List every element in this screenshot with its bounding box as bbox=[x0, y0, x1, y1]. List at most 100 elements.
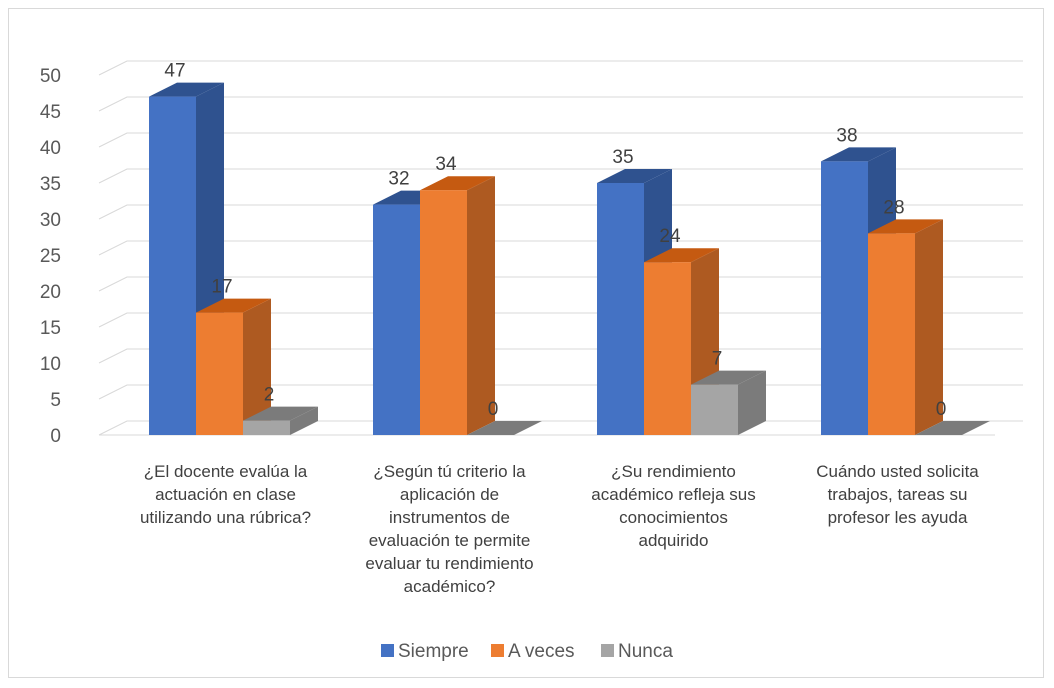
data-label: 0 bbox=[936, 399, 947, 420]
legend-label: Nunca bbox=[618, 641, 673, 662]
bar-side bbox=[290, 406, 318, 435]
legend-swatch bbox=[491, 644, 504, 657]
category-label-line: Cuándo usted solicita bbox=[816, 462, 979, 481]
gridline bbox=[98, 240, 1023, 256]
category-label-line: evaluar tu rendimiento bbox=[365, 554, 533, 573]
bar-top bbox=[691, 370, 766, 385]
legend-item: A veces bbox=[491, 641, 575, 662]
gridline bbox=[98, 312, 1023, 328]
data-label: 35 bbox=[612, 147, 633, 168]
legend-label: Siempre bbox=[398, 641, 469, 662]
bar-front bbox=[644, 262, 691, 435]
bar-a-veces bbox=[420, 176, 495, 435]
gridline bbox=[98, 276, 1023, 292]
category-label: Cuándo usted solicita trabajos, tareas su… bbox=[816, 462, 979, 527]
bar-top bbox=[149, 82, 224, 97]
data-label: 0 bbox=[488, 399, 499, 420]
category-label-line: ¿Su rendimiento bbox=[611, 462, 736, 481]
y-tick-label: 45 bbox=[40, 102, 61, 123]
data-label: 32 bbox=[388, 169, 409, 190]
gridline bbox=[98, 132, 1023, 148]
bar-top bbox=[467, 421, 542, 435]
bar-a-veces bbox=[644, 248, 719, 435]
bar-top bbox=[821, 147, 896, 162]
data-label: 38 bbox=[836, 125, 857, 146]
bar-a-veces bbox=[868, 219, 943, 435]
data-label: 47 bbox=[164, 61, 185, 82]
bar-front bbox=[691, 384, 738, 435]
bar-top bbox=[243, 406, 318, 421]
y-tick-label: 30 bbox=[40, 210, 61, 231]
bar-top bbox=[196, 298, 271, 313]
gridline bbox=[98, 204, 1023, 220]
bar-top bbox=[915, 421, 990, 435]
y-tick-label: 0 bbox=[50, 426, 61, 447]
category-label-line: ¿Según tú criterio la bbox=[373, 462, 526, 481]
bar-nunca bbox=[691, 370, 766, 435]
category-label: ¿Su rendimiento académico refleja sus cono… bbox=[591, 462, 755, 550]
gridline bbox=[98, 168, 1023, 184]
category-label-line: ¿El docente evalúa la bbox=[144, 462, 308, 481]
category-label: ¿Según tú criterio la aplicación de instru… bbox=[365, 462, 533, 596]
y-tick-label: 10 bbox=[40, 354, 61, 375]
bar-side bbox=[738, 370, 766, 435]
bars bbox=[149, 82, 990, 435]
category-label-line: actuación en clase bbox=[155, 485, 296, 504]
legend: Siempre A veces Nunca bbox=[381, 641, 673, 662]
bar-top bbox=[644, 248, 719, 263]
bar-top bbox=[868, 219, 943, 234]
gridline bbox=[98, 96, 1023, 112]
bar-front bbox=[196, 312, 243, 435]
bar-front bbox=[149, 96, 196, 435]
bar-nunca bbox=[243, 406, 318, 435]
legend-item: Siempre bbox=[381, 641, 469, 662]
bar-nunca bbox=[467, 421, 542, 435]
bar-front bbox=[868, 233, 915, 435]
y-tick-label: 40 bbox=[40, 138, 61, 159]
category-label-line: académico? bbox=[404, 577, 496, 596]
bar-top bbox=[597, 169, 672, 183]
bar-top bbox=[420, 176, 495, 191]
legend-label: A veces bbox=[508, 641, 575, 662]
category-label-line: utilizando una rúbrica? bbox=[140, 508, 311, 527]
bar-side bbox=[467, 176, 495, 435]
bar-side bbox=[915, 219, 943, 435]
data-label: 28 bbox=[883, 197, 904, 218]
legend-item: Nunca bbox=[601, 641, 673, 662]
legend-swatch bbox=[381, 644, 394, 657]
category-label-line: conocimientos bbox=[619, 508, 728, 527]
gridline bbox=[98, 60, 1023, 76]
data-labels: 47 17 2 32 34 0 35 24 7 38 28 0 bbox=[164, 61, 946, 420]
data-label: 24 bbox=[659, 226, 681, 247]
category-label-line: profesor les ayuda bbox=[828, 508, 968, 527]
y-tick-label: 5 bbox=[50, 390, 61, 411]
legend-swatch bbox=[601, 644, 614, 657]
category-label-line: aplicación de bbox=[400, 485, 499, 504]
data-label: 2 bbox=[264, 385, 275, 406]
y-tick-label: 20 bbox=[40, 282, 61, 303]
data-label: 17 bbox=[211, 277, 232, 298]
gridline bbox=[98, 348, 1023, 364]
data-label: 7 bbox=[712, 349, 723, 370]
bar-front bbox=[821, 161, 868, 435]
bar-front bbox=[373, 204, 420, 435]
bar-a-veces bbox=[196, 298, 271, 435]
category-label-line: instrumentos de bbox=[389, 508, 510, 527]
bar-front bbox=[243, 420, 290, 435]
chart-frame: 0 5 10 15 20 25 30 35 40 45 50 47 17 2 32 34 0 35 24 7 38 28… bbox=[8, 8, 1044, 678]
data-label: 34 bbox=[435, 154, 457, 175]
category-label-line: académico refleja sus bbox=[591, 485, 755, 504]
bar-side bbox=[243, 298, 271, 435]
bar-front bbox=[597, 183, 644, 435]
bar-front bbox=[420, 190, 467, 435]
category-label-line: trabajos, tareas su bbox=[828, 485, 968, 504]
bar-siempre bbox=[821, 147, 896, 435]
y-tick-label: 15 bbox=[40, 318, 61, 339]
y-tick-label: 50 bbox=[40, 66, 61, 87]
bar-chart: 0 5 10 15 20 25 30 35 40 45 50 47 17 2 32 34 0 35 24 7 38 28… bbox=[40, 60, 1023, 662]
x-axis-categories: ¿El docente evalúa la actuación en clase u… bbox=[140, 462, 979, 596]
y-tick-label: 35 bbox=[40, 174, 61, 195]
y-axis: 0 5 10 15 20 25 30 35 40 45 50 bbox=[40, 66, 61, 447]
bar-nunca bbox=[915, 421, 990, 435]
category-label: ¿El docente evalúa la actuación en clase u… bbox=[140, 462, 311, 527]
